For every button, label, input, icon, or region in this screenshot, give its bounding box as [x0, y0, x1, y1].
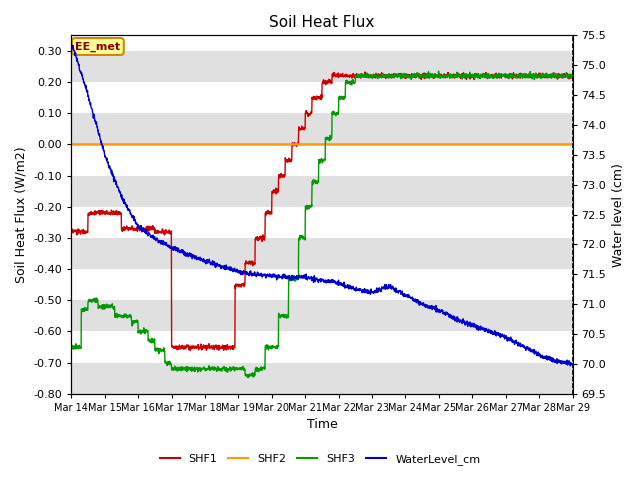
Bar — [71, 51, 573, 82]
Bar — [71, 238, 573, 269]
Bar — [71, 332, 573, 363]
Bar — [71, 82, 573, 113]
Y-axis label: Water level (cm): Water level (cm) — [612, 163, 625, 266]
Text: EE_met: EE_met — [76, 41, 120, 52]
Bar — [71, 363, 573, 394]
Bar — [71, 144, 573, 176]
Bar — [71, 113, 573, 144]
Title: Soil Heat Flux: Soil Heat Flux — [269, 15, 374, 30]
Bar — [71, 207, 573, 238]
Legend: SHF1, SHF2, SHF3, WaterLevel_cm: SHF1, SHF2, SHF3, WaterLevel_cm — [155, 450, 485, 469]
Bar — [71, 300, 573, 332]
X-axis label: Time: Time — [307, 419, 337, 432]
Bar — [71, 176, 573, 207]
Y-axis label: Soil Heat Flux (W/m2): Soil Heat Flux (W/m2) — [15, 146, 28, 283]
Bar — [71, 269, 573, 300]
